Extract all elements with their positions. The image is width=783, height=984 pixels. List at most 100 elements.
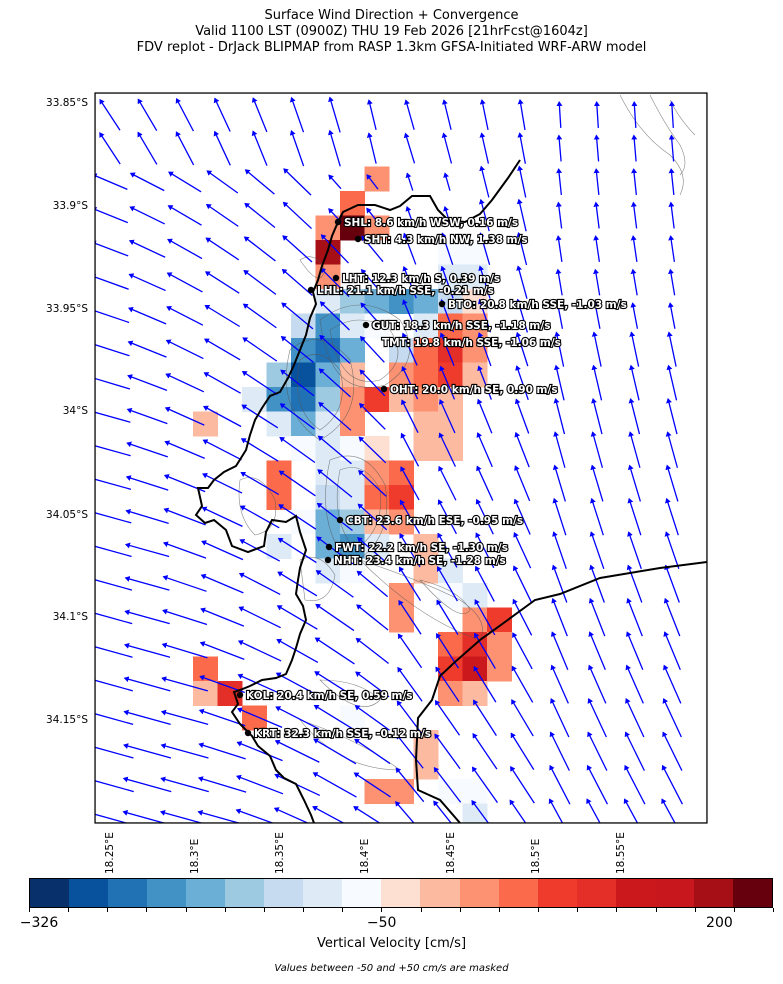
colorbar-tick bbox=[773, 908, 774, 912]
wind-arrow bbox=[625, 698, 645, 738]
station-shl[interactable]: SHL: 8.6 km/h WSW, 0.16 m/s bbox=[334, 216, 519, 230]
station-gut[interactable]: GUT: 18.3 km/h SSE, -1.18 m/s bbox=[362, 319, 552, 333]
wind-arrow bbox=[244, 202, 276, 229]
velocity-cell bbox=[364, 436, 390, 461]
station-sht[interactable]: SHT: 4.3 km/h NW, 1.38 m/s bbox=[354, 233, 529, 247]
colorbar-tick bbox=[733, 908, 735, 912]
colorbar-tick bbox=[185, 908, 187, 912]
wind-arrow bbox=[552, 464, 566, 502]
wind-arrow bbox=[277, 537, 317, 564]
wind-arrow bbox=[438, 465, 457, 501]
wind-arrow bbox=[126, 441, 168, 458]
wind-arrow bbox=[236, 707, 283, 728]
wind-arrow bbox=[589, 531, 605, 570]
wind-arrow bbox=[275, 672, 319, 697]
wind-arrow bbox=[473, 699, 497, 736]
station-kol[interactable]: KOL: 20.4 km/h SE, 0.59 m/s bbox=[236, 689, 414, 703]
wind-arrow bbox=[167, 205, 202, 226]
wind-arrow bbox=[314, 637, 355, 665]
wind-arrow bbox=[623, 798, 639, 823]
velocity-cell bbox=[462, 362, 488, 388]
station-lht[interactable]: LHT: 12.3 km/h S, 0.39 m/s bbox=[332, 272, 501, 286]
wind-arrow bbox=[165, 373, 205, 393]
wind-arrow bbox=[167, 238, 203, 260]
velocity-cell bbox=[266, 387, 292, 412]
wind-arrow bbox=[197, 776, 247, 793]
station-dot bbox=[236, 691, 244, 699]
wind-arrow bbox=[401, 332, 418, 366]
wind-arrow bbox=[353, 806, 381, 823]
station-label: SHT: 4.3 km/h NW, 1.38 m/s bbox=[364, 234, 528, 246]
map-frame bbox=[94, 92, 708, 824]
station-tmt[interactable]: TMT: 19.8 km/h SSE, -1.06 m/s bbox=[381, 336, 562, 350]
wind-arrow bbox=[555, 201, 563, 229]
wind-arrow bbox=[511, 665, 534, 703]
colorbar-tick bbox=[29, 908, 30, 912]
wind-arrow bbox=[624, 764, 646, 805]
colorbar-tick bbox=[538, 908, 540, 912]
wind-arrow bbox=[358, 470, 387, 497]
velocity-cell bbox=[413, 387, 439, 412]
wind-arrow bbox=[123, 676, 171, 692]
wind-arrow bbox=[203, 372, 241, 394]
station-fwt[interactable]: FWT: 22.2 km/h SE, -1.30 m/s bbox=[325, 541, 509, 555]
velocity-cell bbox=[291, 411, 316, 437]
wind-arrow bbox=[95, 713, 134, 726]
velocity-cell bbox=[413, 338, 439, 363]
velocity-cell bbox=[193, 681, 218, 706]
lon-label: 18.35°E bbox=[274, 832, 286, 874]
station-nht[interactable]: NHT: 23.4 km/h SE, -1.28 m/s bbox=[324, 554, 507, 568]
wind-arrow bbox=[664, 564, 680, 603]
wind-arrow bbox=[666, 397, 678, 435]
wind-arrow bbox=[360, 302, 385, 330]
wind-arrow bbox=[95, 240, 129, 257]
velocity-cell bbox=[438, 681, 463, 706]
colorbar-segment bbox=[615, 879, 655, 907]
colorbar-segment bbox=[693, 879, 733, 907]
wind-arrow bbox=[203, 338, 241, 361]
wind-arrow bbox=[127, 340, 167, 358]
wind-arrow bbox=[95, 207, 129, 224]
station-bto[interactable]: BTO: 20.8 km/h SSE, -1.03 m/s bbox=[438, 298, 628, 312]
wind-arrow bbox=[439, 332, 455, 366]
wind-arrow bbox=[628, 431, 641, 468]
wind-arrow bbox=[551, 564, 568, 603]
wind-arrow bbox=[471, 766, 499, 804]
station-lhl[interactable]: LHL: 21.1 km/h SSE, -0.21 m/s bbox=[307, 284, 495, 298]
wind-arrow bbox=[201, 540, 244, 561]
wind-arrow bbox=[593, 268, 601, 296]
wind-arrow bbox=[476, 432, 493, 468]
wind-arrow bbox=[438, 432, 457, 467]
station-oht[interactable]: OHT: 20.0 km/h SE, 0.90 m/s bbox=[380, 383, 559, 397]
wind-arrow bbox=[312, 805, 345, 823]
wind-arrow bbox=[625, 631, 644, 671]
velocity-cell bbox=[389, 485, 414, 510]
station-dot bbox=[438, 300, 446, 308]
wind-arrow bbox=[553, 364, 565, 401]
wind-arrow bbox=[395, 801, 415, 823]
wind-arrow bbox=[175, 131, 195, 166]
wind-arrow bbox=[515, 365, 529, 401]
station-dot bbox=[325, 543, 333, 551]
wind-arrow bbox=[328, 129, 341, 167]
wind-arrow bbox=[477, 332, 492, 367]
wind-arrow bbox=[281, 268, 313, 296]
wind-arrow bbox=[479, 165, 490, 198]
station-dot bbox=[354, 235, 362, 243]
wind-arrow bbox=[512, 598, 533, 636]
wind-arrow bbox=[237, 673, 282, 695]
wind-arrow bbox=[593, 235, 601, 262]
colorbar-segment bbox=[498, 879, 538, 907]
station-krt[interactable]: KRT: 32.3 km/h SSE, -0.12 m/s bbox=[244, 727, 432, 741]
colorbar-segment bbox=[342, 879, 382, 907]
wind-arrow bbox=[552, 497, 567, 536]
wind-arrow bbox=[243, 270, 277, 295]
wind-arrow bbox=[275, 706, 320, 730]
wind-arrow bbox=[160, 776, 209, 793]
station-label: SHL: 8.6 km/h WSW, 0.16 m/s bbox=[344, 217, 518, 229]
wind-arrow bbox=[357, 537, 388, 564]
wind-arrow bbox=[593, 134, 600, 162]
wind-arrow bbox=[313, 704, 356, 732]
wind-arrow bbox=[126, 407, 168, 425]
station-cbt[interactable]: CBT: 23.6 km/h ESE, -0.95 m/s bbox=[336, 514, 524, 528]
